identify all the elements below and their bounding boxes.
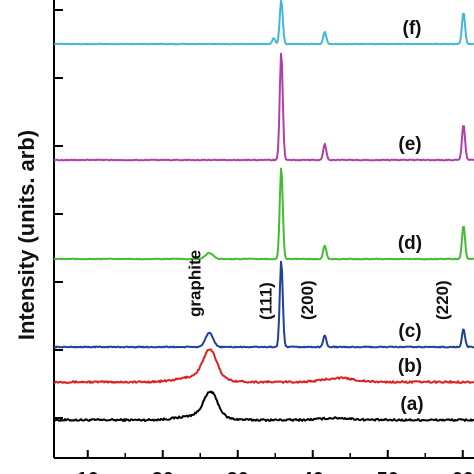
series-trace-5: [53, 0, 474, 46]
series-trace-2: [53, 260, 474, 349]
series-labels: (a) (b) (c) (d) (e) (f): [398, 18, 424, 415]
x-tick-label-0: 10: [77, 469, 99, 474]
series-trace-1: [53, 348, 474, 384]
series-trace-3: [53, 167, 474, 261]
x-tick-label-3: 40: [302, 469, 324, 474]
series-label-5: (f): [403, 18, 422, 39]
series-label-4: (e): [398, 134, 421, 155]
series-label-2: (c): [398, 321, 421, 342]
x-tick-label-5: 60: [452, 469, 474, 474]
series-label-3: (d): [398, 233, 422, 254]
x-tick-label-4: 50: [377, 469, 399, 474]
series-label-0: (a): [400, 394, 423, 415]
x-tick-label-1: 20: [152, 469, 174, 474]
series-trace-4: [53, 52, 474, 162]
y-axis-label: Intensity (units. arb): [14, 130, 39, 340]
peak-annotation-1: (111): [257, 282, 276, 320]
peak-annotation-3: (220): [433, 280, 452, 320]
series-trace-0: [53, 390, 474, 422]
series-traces: [53, 0, 474, 422]
peak-annotation-0: graphite: [185, 250, 204, 317]
x-tick-label-2: 30: [227, 469, 249, 474]
y-axis-ticks: [54, 9, 63, 419]
peak-annotations: graphite (111) (200) (220): [185, 250, 452, 320]
peak-annotation-2: (200): [298, 280, 317, 320]
series-label-1: (b): [398, 356, 422, 377]
x-axis-ticks: 10 20 30 40 50 60: [77, 450, 474, 474]
